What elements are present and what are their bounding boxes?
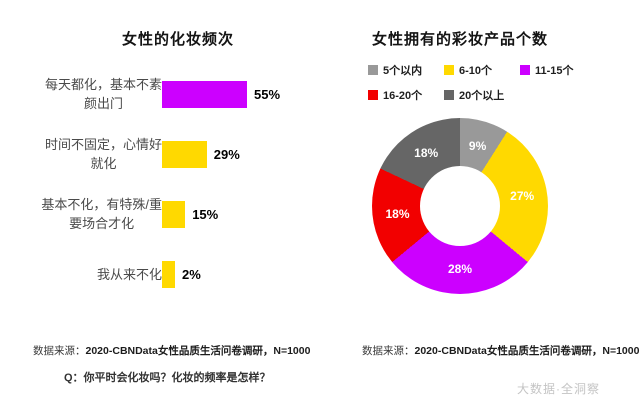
bar — [162, 140, 207, 168]
bar-category-label: 时间不固定，心情好 就化 — [44, 137, 162, 171]
legend-label: 6-10个 — [459, 65, 493, 77]
source-prefix: 数据来源： — [362, 345, 415, 357]
donut-slice-label: 18% — [385, 206, 410, 221]
legend-swatch — [368, 90, 378, 100]
bar-value-label: 2% — [182, 266, 201, 282]
legend-label: 16-20个 — [383, 90, 423, 102]
bar — [162, 200, 186, 228]
legend-swatch — [520, 65, 530, 75]
bar-row: 我从来不化 2% — [28, 244, 328, 304]
bar-row: 时间不固定，心情好 就化 29% — [28, 124, 328, 184]
donut-chart: 9% 27% 28% 18% 18% — [372, 118, 548, 294]
legend-item: 20个以上 — [444, 87, 520, 103]
donut-chart-title: 女性拥有的彩妆产品个数 — [371, 31, 548, 48]
bar-row: 基本不化，有特殊/重 要场合才化 15% — [28, 184, 328, 244]
legend-swatch — [368, 65, 378, 75]
legend-label: 5个以内 — [383, 65, 423, 77]
bar-chart-source: 数据来源：2020-CBNData女性品质生活问卷调研，N=1000 — [33, 343, 310, 358]
legend-item: 6-10个 — [444, 62, 520, 78]
bar-value-label: 15% — [192, 206, 219, 222]
donut-legend: 5个以内 6-10个 11-15个 16-20个 20个以上 — [368, 62, 604, 112]
legend-label: 20个以上 — [459, 90, 505, 102]
donut-chart-source: 数据来源：2020-CBNData女性品质生活问卷调研，N=1000 — [362, 343, 639, 358]
legend-item: 5个以内 — [368, 62, 444, 78]
bar-value-label: 55% — [254, 86, 281, 102]
bar-category-label: 基本不化，有特殊/重 要场合才化 — [41, 197, 162, 231]
source-prefix: 数据来源： — [33, 345, 86, 357]
donut-slice-label: 18% — [414, 145, 439, 160]
bar — [162, 260, 175, 288]
bar-category-label: 每天都化，基本不素 颜出门 — [44, 77, 162, 111]
bar-row: 每天都化，基本不素 颜出门 55% — [28, 64, 328, 124]
bar — [162, 80, 247, 108]
donut-slice-label: 9% — [468, 138, 487, 153]
bar-value-label: 29% — [213, 146, 240, 162]
legend-item: 16-20个 — [368, 87, 444, 103]
donut-slice-label: 28% — [447, 262, 473, 276]
legend-swatch — [444, 65, 454, 75]
bar-chart-title: 女性的化妆频次 — [121, 31, 234, 48]
survey-question: Q：你平时会化妆吗？化妆的频率是怎样？ — [64, 372, 271, 384]
bar-chart: 每天都化，基本不素 颜出门 55% 时间不固定，心情好 就化 29% 基本不化，有特殊/… — [28, 64, 328, 304]
legend-item: 11-15个 — [520, 62, 596, 78]
donut-hole — [420, 166, 500, 246]
source-text: 2020-CBNData女性品质生活问卷调研，N=1000 — [414, 345, 640, 357]
legend-swatch — [444, 90, 454, 100]
legend-label: 11-15个 — [535, 65, 574, 77]
source-text: 2020-CBNData女性品质生活问卷调研，N=1000 — [85, 345, 311, 357]
bar-category-label: 我从来不化 — [96, 266, 162, 282]
watermark: 大数据·全洞察 — [517, 382, 600, 396]
donut-slice-label: 27% — [510, 189, 535, 204]
